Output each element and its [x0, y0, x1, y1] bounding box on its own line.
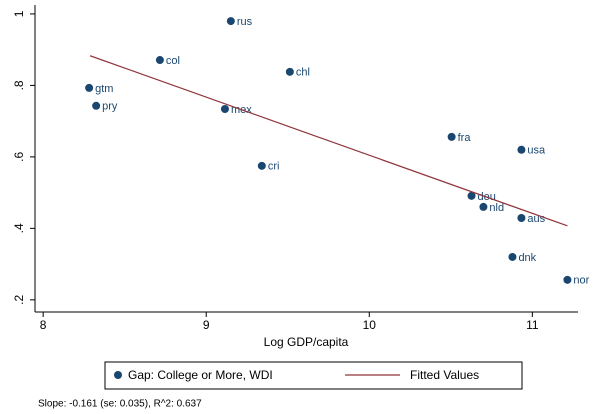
legend [104, 361, 523, 390]
x-tick-label: 11 [526, 318, 539, 332]
fitted-line [89, 55, 568, 227]
point [563, 275, 572, 284]
point-label: fra [458, 132, 472, 144]
point [508, 252, 517, 261]
point-label: gtm [95, 83, 113, 95]
point-label: chl [296, 67, 310, 79]
note: Slope: -0.161 (se: 0.035), R^2: 0.637 [38, 399, 202, 410]
point [155, 56, 164, 65]
point [447, 132, 456, 141]
point-label: usa [527, 145, 546, 157]
point [285, 67, 294, 76]
y-tick-label: 1 [12, 10, 26, 17]
point-label: nld [489, 202, 504, 214]
point [92, 101, 101, 110]
point-label: cri [268, 161, 280, 173]
point [479, 202, 488, 211]
point-label: pry [102, 101, 118, 113]
x-axis-title: Log GDP/capita [264, 335, 349, 349]
point-label: dnk [518, 252, 536, 264]
point [517, 145, 526, 154]
y-tick-label: .6 [12, 152, 26, 162]
x-tick-label: 8 [40, 318, 47, 332]
y-tick-label: .4 [12, 223, 26, 233]
legend-label: Fitted Values [410, 368, 479, 382]
point [220, 105, 229, 114]
y-tick-label: .8 [12, 80, 26, 90]
x-tick-label: 9 [203, 318, 210, 332]
x-tick-label: 10 [363, 318, 377, 332]
y-tick-label: .2 [12, 295, 26, 305]
legend-label: Gap: College or More, WDI [128, 368, 273, 382]
legend-swatch [114, 371, 122, 379]
point [257, 161, 266, 170]
point [85, 83, 94, 92]
point-label: nor [573, 275, 589, 287]
point-label: rus [237, 16, 253, 28]
point [467, 191, 476, 200]
point-label: col [166, 55, 180, 67]
point [517, 214, 526, 223]
point [226, 17, 235, 26]
